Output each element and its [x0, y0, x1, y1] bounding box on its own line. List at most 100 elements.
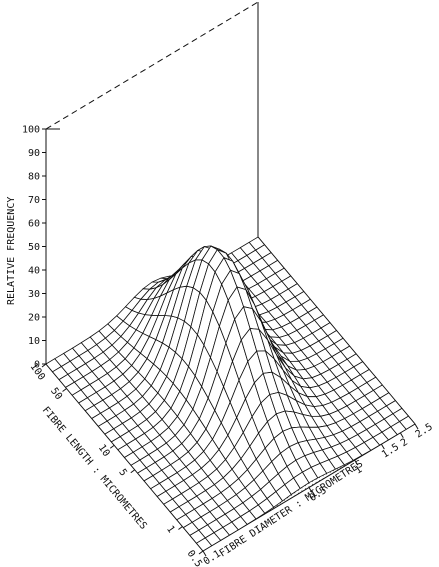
surface-cell-fill — [312, 374, 328, 386]
surface-cell-fill — [283, 352, 299, 362]
surface-cell-fill — [219, 435, 235, 460]
top-back-edge-line — [45, 1, 259, 130]
y-tick — [41, 363, 47, 368]
surface-cell-fill — [215, 257, 231, 285]
surface-cell-fill — [175, 424, 191, 444]
surface-cell-fill — [292, 380, 308, 397]
surface-cell-fill — [221, 402, 237, 436]
surface-cell-fill — [276, 411, 292, 432]
surface-cell-fill — [123, 310, 139, 326]
surface-cell-fill — [202, 246, 218, 264]
surface-cell-fill — [302, 414, 319, 428]
surface-cell-fill — [181, 433, 198, 452]
surface-cell-fill — [160, 273, 176, 296]
surface-cell-fill — [287, 395, 303, 415]
surface-cell-fill — [175, 321, 191, 359]
surface-cell-fill — [329, 410, 345, 423]
surface-cell-fill — [206, 271, 222, 312]
surface-cell-fill — [263, 329, 280, 338]
surface-cell-fill — [142, 315, 159, 337]
surface-cell-fill — [208, 249, 224, 272]
surface-cell-fill — [294, 338, 310, 351]
surface-cell-fill — [274, 359, 290, 386]
surface-cell-fill — [99, 323, 115, 339]
surface-cell-fill — [296, 400, 312, 417]
surface-cell-fill — [155, 400, 171, 420]
surface-cell-fill — [250, 328, 266, 352]
surface-cell-fill — [140, 287, 157, 300]
surface-cell-fill — [296, 369, 312, 379]
surface-cell-fill — [164, 383, 180, 409]
surface-cell-fill — [116, 306, 132, 322]
x-tick — [202, 550, 207, 557]
surface-cell-fill — [158, 289, 174, 316]
surface-cell-fill — [224, 257, 240, 274]
surface-cell-fill — [164, 287, 181, 316]
surface-cell-fill — [285, 411, 301, 428]
surface-cell-fill — [275, 314, 291, 327]
surface-cell-fill — [266, 319, 282, 330]
surface-cell-fill — [268, 338, 284, 353]
surface-cell-fill — [325, 390, 341, 403]
surface-cell-fill — [138, 358, 154, 379]
surface-cell-fill — [304, 452, 321, 468]
surface-cell-fill — [333, 431, 349, 444]
surface-cell-fill — [320, 414, 336, 426]
x-tick-label: 1 — [353, 464, 364, 477]
z-tick-label: 40 — [28, 266, 40, 277]
surface-cell-fill — [276, 354, 292, 381]
surface-cell-fill — [129, 313, 146, 330]
surface-cell-fill — [147, 284, 163, 300]
surface-cell-fill — [245, 289, 262, 322]
surface-cell-fill — [329, 456, 345, 470]
surface-cell — [398, 415, 416, 430]
y-tick-label: 1 — [164, 524, 176, 535]
surface-cell-fill — [253, 304, 269, 315]
surface-cell-fill — [274, 347, 290, 362]
x-tick-label: 2 — [399, 437, 410, 450]
surface-cell-fill — [125, 347, 141, 366]
surface-cell-fill — [307, 353, 324, 367]
surface-cell-fill — [252, 308, 268, 341]
surface-cell-fill — [298, 392, 314, 407]
surface-cell-fill — [197, 300, 213, 345]
surface-cell-fill — [267, 413, 283, 439]
x-tick — [380, 443, 385, 450]
surface-cell-fill — [145, 296, 161, 316]
surface-cell-fill — [283, 370, 299, 393]
surface-cell-fill — [346, 447, 362, 461]
surface-cell-fill — [127, 329, 143, 348]
surface-cell-fill — [269, 392, 286, 414]
surface-cell-fill — [237, 287, 253, 309]
surface-cell-fill — [259, 329, 275, 359]
surface-cell-fill — [298, 440, 314, 456]
surface-cell-fill — [155, 315, 172, 343]
surface-cell-fill — [162, 408, 178, 428]
surface-cell-fill — [307, 396, 323, 407]
surface-cell-fill — [109, 352, 126, 367]
y-tick — [109, 444, 115, 449]
surface-cell-fill — [302, 467, 318, 483]
z-tick-label: 30 — [28, 289, 40, 300]
y-tick-label: 10 — [96, 443, 112, 459]
surface-cell-fill — [315, 437, 332, 450]
surface-cell-fill — [214, 386, 231, 423]
surface-cell-fill — [204, 311, 220, 358]
surface-cell-fill — [305, 404, 321, 417]
surface-cell-fill — [318, 382, 334, 395]
surface-cell-fill — [186, 259, 202, 288]
surface-cell-fill — [313, 405, 330, 417]
surface-cell-fill — [234, 306, 251, 340]
surface-cell-fill — [195, 345, 211, 387]
y-tick — [198, 550, 204, 555]
surface-cell-fill — [151, 369, 167, 393]
surface-cell-fill — [227, 417, 244, 448]
surface-cell-fill — [281, 322, 297, 335]
surface-cell-fill — [290, 361, 306, 371]
surface-cell-fill — [259, 311, 275, 323]
surface-cell-fill — [134, 288, 150, 300]
surface-cell-fill — [151, 292, 167, 316]
surface-cell-fill — [278, 355, 295, 377]
